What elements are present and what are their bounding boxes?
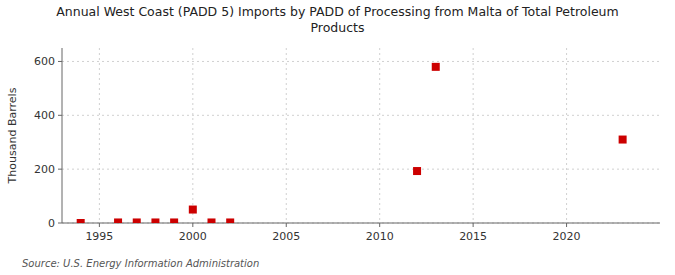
grid-line: [286, 48, 287, 223]
tick-mark: [99, 223, 100, 227]
chart: Annual West Coast (PADD 5) Imports by PA…: [0, 0, 675, 275]
tick-mark: [566, 223, 567, 227]
tick-mark: [379, 223, 380, 227]
grid-line: [62, 115, 660, 116]
axes: 0 200 400 600 1995 2000 2005 2010 2015 2020: [34, 48, 660, 243]
grid-line: [62, 169, 660, 170]
point: [189, 206, 197, 214]
tick-label: 600: [34, 55, 55, 68]
tick-label: 2005: [272, 230, 300, 243]
y-axis-label: Thousand Barrels: [6, 87, 19, 184]
y-axis-line: [62, 48, 63, 223]
point: [619, 136, 627, 144]
point: [151, 218, 159, 223]
source-note: Source: U.S. Energy Information Administ…: [22, 258, 259, 269]
point: [413, 167, 421, 175]
grid-line: [379, 48, 380, 223]
tick-label: 2015: [459, 230, 487, 243]
tick-label: 2000: [179, 230, 207, 243]
grid-line: [473, 48, 474, 223]
tick-mark: [58, 115, 62, 116]
tick-mark: [58, 223, 62, 224]
point: [133, 218, 141, 223]
grid-line: [62, 61, 660, 62]
tick-label: 200: [34, 163, 55, 176]
tick-mark: [473, 223, 474, 227]
grid: [62, 48, 660, 223]
tick-mark: [192, 223, 193, 227]
point: [77, 219, 85, 223]
tick-label: 2010: [366, 230, 394, 243]
tick-mark: [58, 169, 62, 170]
point: [114, 218, 122, 223]
tick-label: 0: [48, 217, 55, 230]
grid-line: [99, 48, 100, 223]
point: [208, 218, 216, 223]
point: [226, 218, 234, 223]
grid-line: [192, 48, 193, 223]
chart-container: Annual West Coast (PADD 5) Imports by PA…: [0, 0, 675, 275]
tick-mark: [58, 61, 62, 62]
points: [77, 63, 627, 223]
point: [432, 63, 440, 71]
tick-mark: [286, 223, 287, 227]
tick-label: 400: [34, 109, 55, 122]
grid-line: [566, 48, 567, 223]
title: Annual West Coast (PADD 5) Imports by PA…: [56, 4, 618, 35]
tick-label: 1995: [85, 230, 113, 243]
tick-label: 2020: [553, 230, 581, 243]
point: [170, 218, 178, 223]
